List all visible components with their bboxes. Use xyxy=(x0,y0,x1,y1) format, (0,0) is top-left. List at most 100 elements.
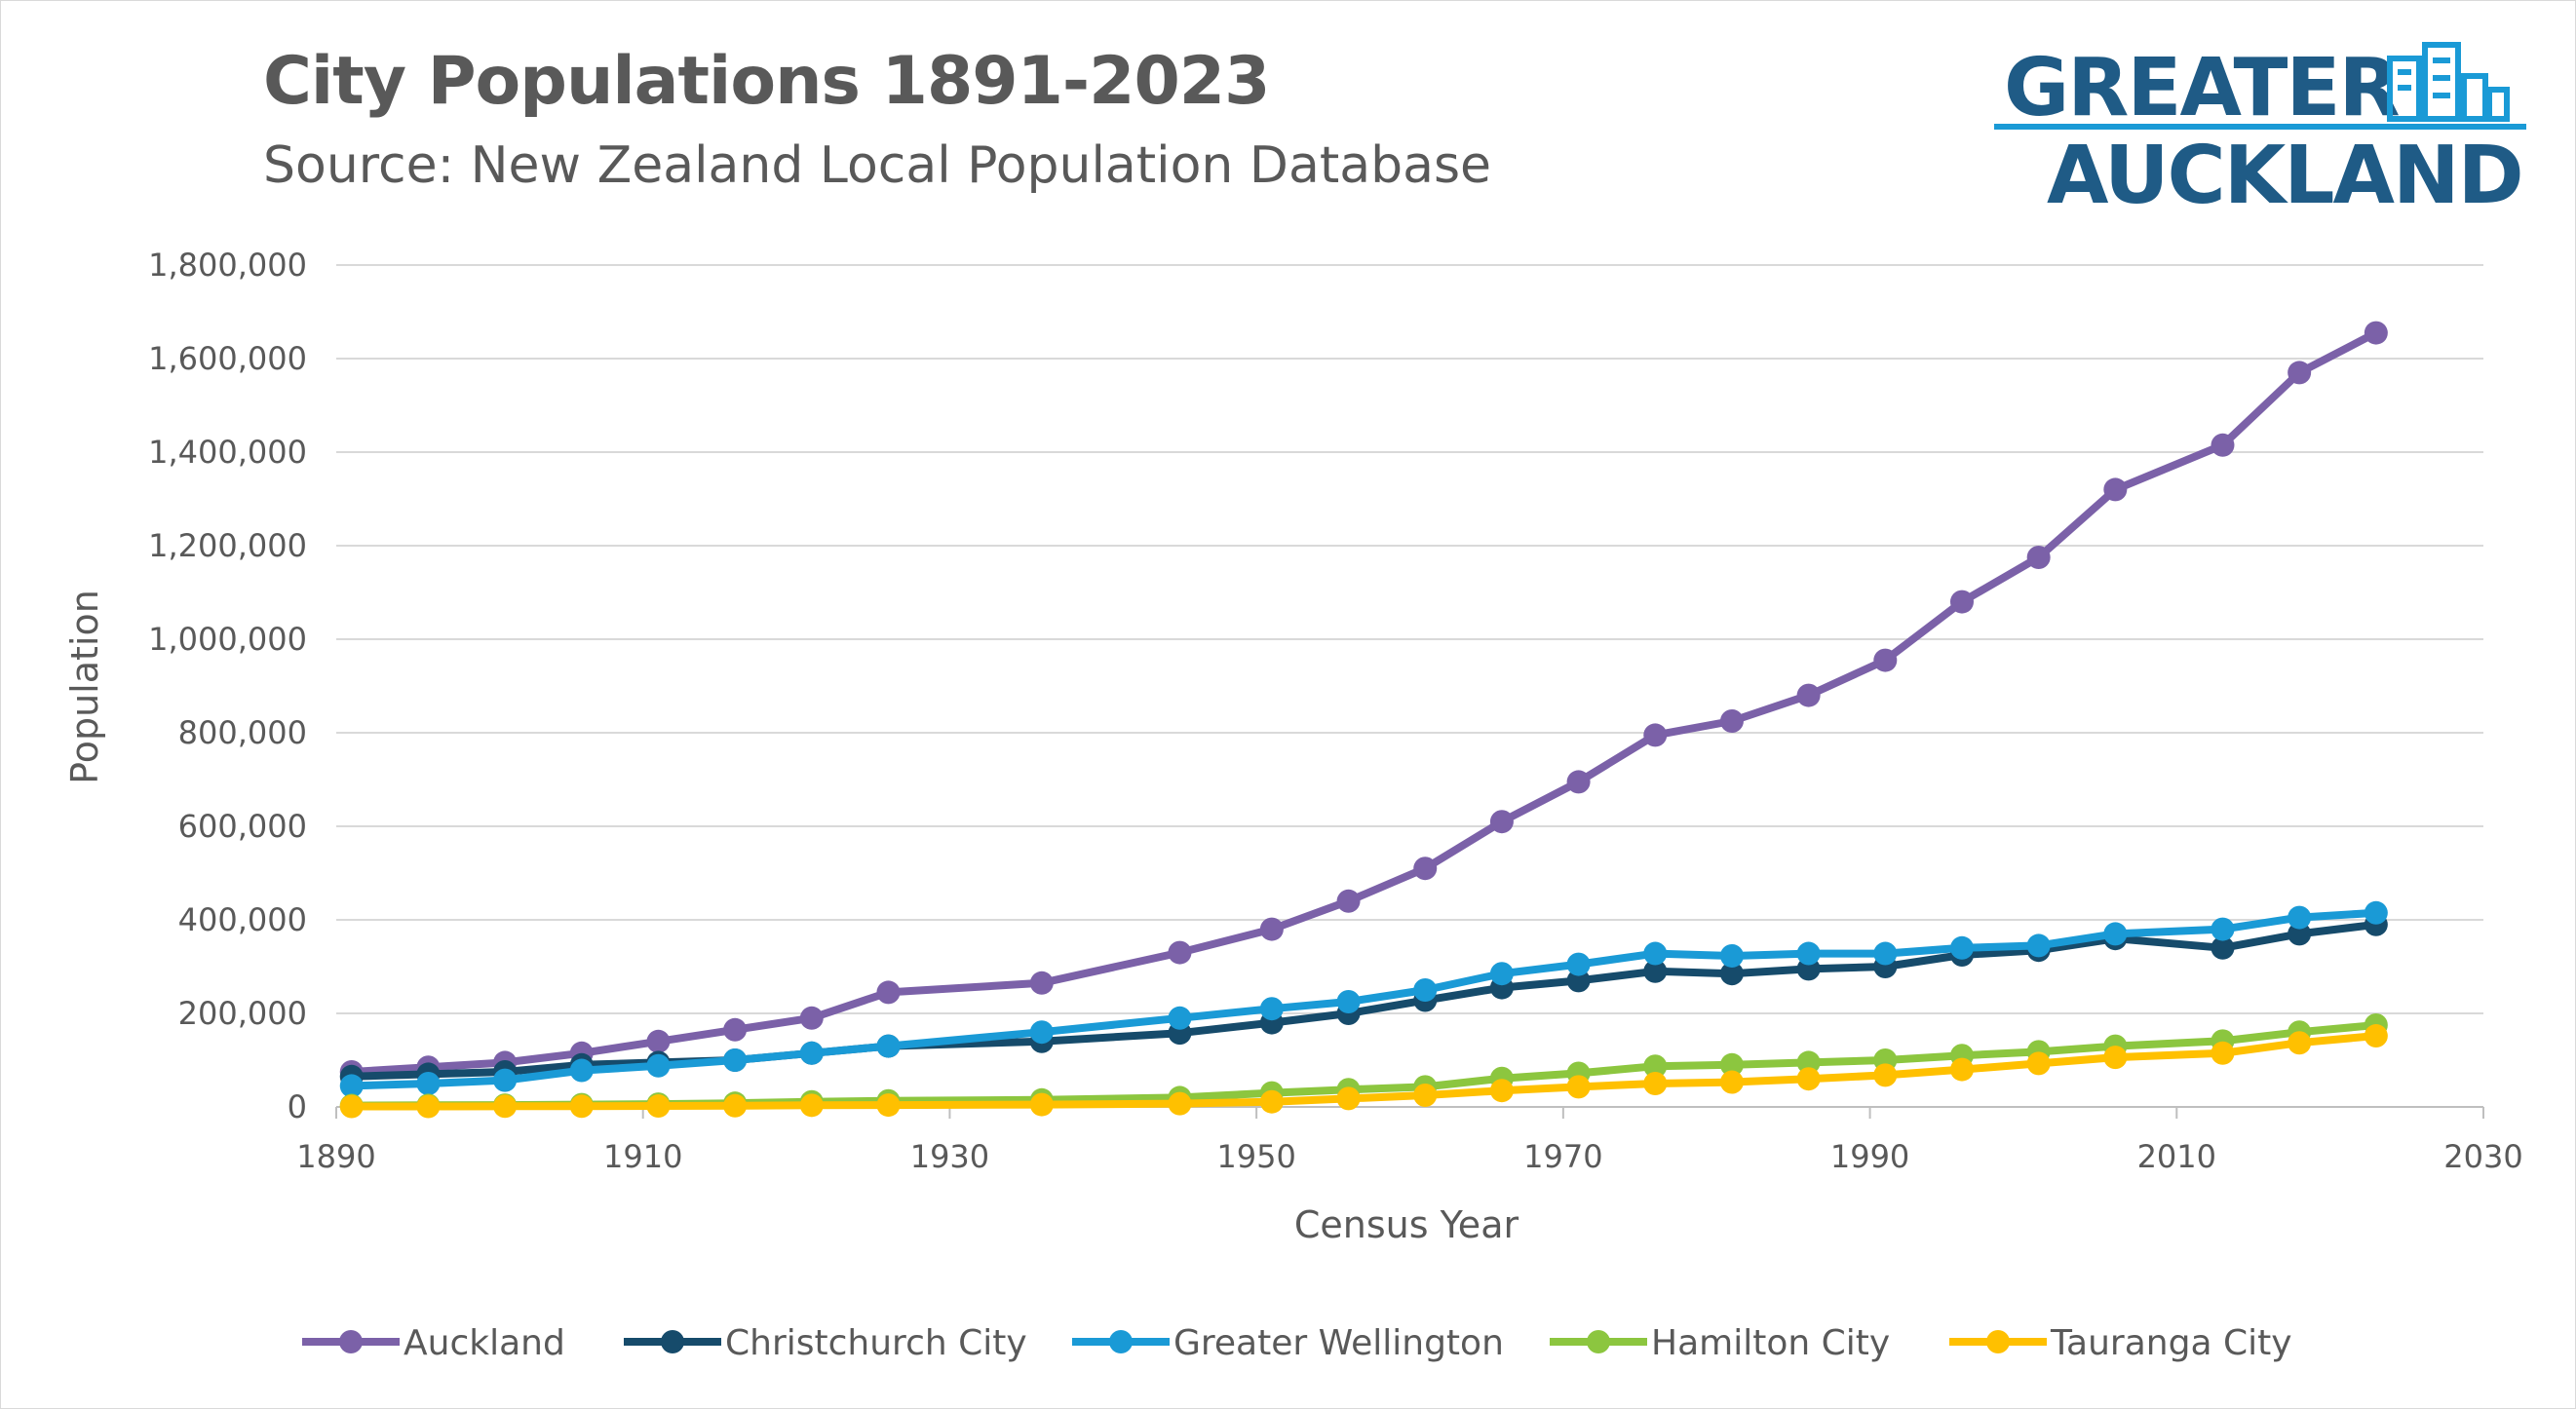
data-point-tauranga-city xyxy=(1796,1067,1821,1091)
data-point-greater-wellington xyxy=(1489,962,1514,986)
y-tick-label: 1,200,000 xyxy=(148,527,307,564)
legend-label: Hamilton City xyxy=(1651,1323,1890,1363)
data-point-greater-wellington xyxy=(799,1041,824,1065)
legend-label: Tauranga City xyxy=(2050,1323,2292,1363)
data-point-auckland xyxy=(1643,723,1668,747)
y-axis-title: Population xyxy=(63,590,106,784)
data-point-greater-wellington xyxy=(569,1058,594,1083)
data-point-greater-wellington xyxy=(1168,1006,1192,1030)
data-point-tauranga-city xyxy=(646,1094,671,1119)
data-point-greater-wellington xyxy=(2026,933,2051,958)
x-tick-label: 1890 xyxy=(296,1138,375,1175)
legend-swatch-marker xyxy=(1109,1330,1133,1353)
data-point-auckland xyxy=(723,1017,748,1042)
data-point-greater-wellington xyxy=(493,1068,518,1092)
data-point-auckland xyxy=(1566,770,1591,794)
data-point-tauranga-city xyxy=(2026,1051,2051,1076)
series-tauranga-city xyxy=(339,1024,2388,1119)
data-point-greater-wellington xyxy=(1336,990,1361,1013)
logo-text-auckland: AUCKLAND xyxy=(2047,130,2522,214)
data-point-tauranga-city xyxy=(1259,1089,1284,1114)
legend-swatch-marker xyxy=(661,1330,684,1353)
x-tick-label: 2030 xyxy=(2443,1138,2522,1175)
legend-item-christchurch-city: Christchurch City xyxy=(624,1323,1027,1363)
data-point-tauranga-city xyxy=(416,1094,441,1119)
legend-label: Christchurch City xyxy=(725,1323,1027,1363)
y-tick-label: 600,000 xyxy=(178,808,307,845)
legend-item-hamilton-city: Hamilton City xyxy=(1550,1323,1890,1363)
greater-auckland-logo: GREATER AUCKLAND xyxy=(1994,42,2526,214)
data-point-greater-wellington xyxy=(723,1048,748,1072)
data-point-auckland xyxy=(1796,683,1821,707)
data-point-tauranga-city xyxy=(2364,1024,2388,1048)
data-point-greater-wellington xyxy=(2288,905,2312,930)
data-point-tauranga-city xyxy=(1643,1072,1668,1095)
data-point-tauranga-city xyxy=(569,1094,594,1119)
data-point-greater-wellington xyxy=(646,1053,671,1078)
legend-swatch-marker xyxy=(1587,1330,1610,1353)
data-point-auckland xyxy=(2288,361,2312,385)
data-point-auckland xyxy=(2026,546,2051,569)
legend-item-tauranga-city: Tauranga City xyxy=(1949,1323,2292,1363)
data-point-greater-wellington xyxy=(1413,978,1438,1002)
data-point-auckland xyxy=(1489,810,1514,834)
y-tick-label: 1,000,000 xyxy=(148,621,307,658)
data-point-hamilton-city xyxy=(1719,1052,1744,1077)
data-point-greater-wellington xyxy=(1949,935,1974,960)
data-point-tauranga-city xyxy=(1413,1084,1438,1107)
data-point-tauranga-city xyxy=(339,1094,364,1119)
x-tick-label: 2010 xyxy=(2137,1138,2216,1175)
legend-label: Greater Wellington xyxy=(1173,1323,1504,1363)
chart-subtitle: Source: New Zealand Local Population Dat… xyxy=(263,136,1492,195)
data-point-christchurch-city xyxy=(1643,959,1668,983)
y-tick-label: 1,800,000 xyxy=(148,247,307,284)
data-point-greater-wellington xyxy=(2364,900,2388,925)
data-point-greater-wellington xyxy=(1796,941,1821,966)
data-point-hamilton-city xyxy=(1796,1050,1821,1075)
y-tick-label: 800,000 xyxy=(178,714,307,751)
data-point-auckland xyxy=(876,980,901,1005)
data-point-greater-wellington xyxy=(1719,943,1744,968)
data-point-tauranga-city xyxy=(493,1094,518,1119)
data-point-auckland xyxy=(646,1029,671,1053)
x-tick-label: 1990 xyxy=(1830,1138,1909,1175)
logo-text-greater: GREATER xyxy=(2004,42,2400,134)
y-tick-label: 0 xyxy=(288,1088,307,1125)
data-point-tauranga-city xyxy=(1873,1063,1898,1087)
data-point-greater-wellington xyxy=(2103,922,2128,946)
data-point-tauranga-city xyxy=(1566,1075,1591,1099)
data-point-auckland xyxy=(1029,971,1054,995)
data-point-greater-wellington xyxy=(1566,952,1591,976)
x-tick-label: 1950 xyxy=(1216,1138,1295,1175)
y-tick-label: 1,400,000 xyxy=(148,434,307,471)
data-point-greater-wellington xyxy=(1873,941,1898,966)
data-point-tauranga-city xyxy=(799,1093,824,1118)
data-point-greater-wellington xyxy=(416,1072,441,1095)
axes: 0 200,000 400,000 600,000 800,000 1,000,000 1,… xyxy=(148,247,2523,1175)
series-lines xyxy=(339,321,2388,1119)
data-point-greater-wellington xyxy=(1259,997,1284,1021)
data-point-auckland xyxy=(2364,321,2388,345)
data-point-auckland xyxy=(1719,709,1744,733)
legend-label: Auckland xyxy=(404,1323,565,1363)
y-tick-label: 400,000 xyxy=(178,901,307,938)
data-point-auckland xyxy=(1259,917,1284,941)
data-point-auckland xyxy=(1949,590,1974,614)
legend-swatch-marker xyxy=(339,1330,363,1353)
data-point-auckland xyxy=(1873,648,1898,672)
data-point-tauranga-city xyxy=(876,1093,901,1118)
data-point-christchurch-city xyxy=(2288,922,2312,946)
x-tick-label: 1930 xyxy=(910,1138,989,1175)
data-point-greater-wellington xyxy=(876,1034,901,1058)
data-point-tauranga-city xyxy=(1719,1070,1744,1094)
data-point-tauranga-city xyxy=(1489,1079,1514,1103)
legend-item-auckland: Auckland xyxy=(302,1323,565,1363)
legend-swatch-marker xyxy=(1986,1330,2010,1353)
series-line-auckland xyxy=(347,328,2380,1076)
data-point-tauranga-city xyxy=(1336,1086,1361,1111)
data-point-auckland xyxy=(2103,477,2128,502)
data-point-christchurch-city xyxy=(1719,962,1744,986)
data-point-auckland xyxy=(2211,433,2235,457)
